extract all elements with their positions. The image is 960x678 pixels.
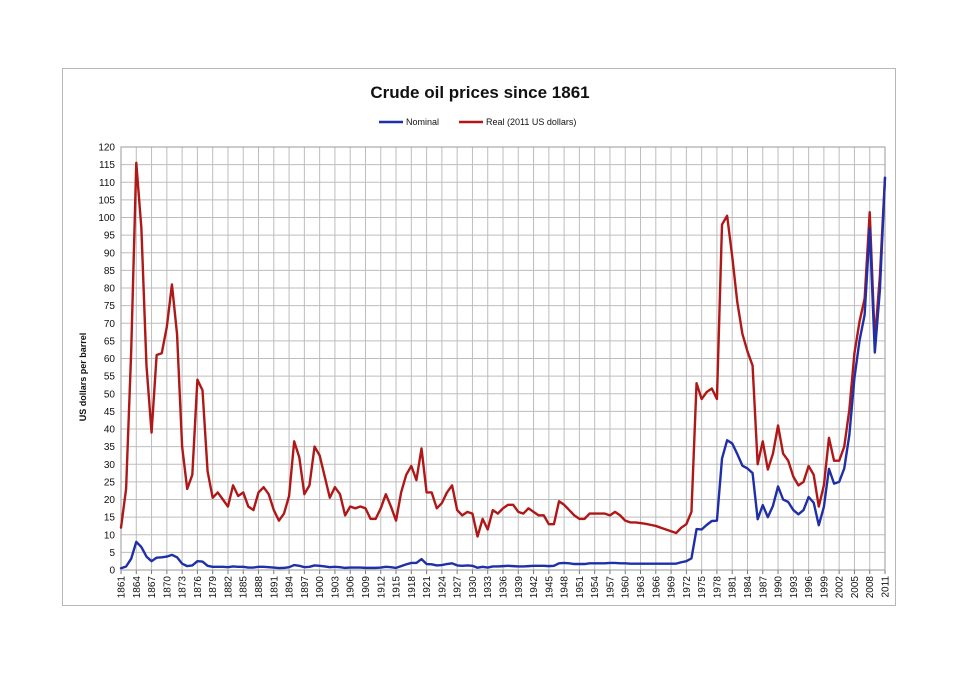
y-tick-label: 85 <box>104 266 116 277</box>
x-tick-label: 1924 <box>437 576 448 599</box>
x-tick-label: 1864 <box>132 576 143 599</box>
x-tick-label: 1870 <box>162 576 173 599</box>
y-tick-label: 80 <box>104 284 116 295</box>
x-tick-label: 1972 <box>682 576 693 599</box>
legend-label-real: Real (2011 US dollars) <box>486 117 576 127</box>
y-tick-label: 95 <box>104 231 116 242</box>
x-tick-label: 2005 <box>850 576 861 599</box>
x-tick-label: 1909 <box>361 576 372 599</box>
y-tick-label: 105 <box>98 195 115 206</box>
x-tick-label: 1969 <box>667 576 678 599</box>
y-tick-label: 100 <box>98 213 115 224</box>
y-tick-label: 45 <box>104 407 116 418</box>
x-tick-label: 1984 <box>743 576 754 599</box>
x-tick-label: 1957 <box>605 576 616 599</box>
y-tick-label: 115 <box>99 160 115 171</box>
plot-area <box>120 146 886 571</box>
y-tick-label: 65 <box>104 336 116 347</box>
y-tick-label: 120 <box>98 143 115 154</box>
x-tick-label: 1987 <box>758 576 769 599</box>
x-tick-label: 1996 <box>804 576 815 599</box>
line-chart: Crude oil prices since 1861 Nominal Real… <box>78 83 892 598</box>
x-tick-label: 1993 <box>789 576 800 599</box>
series-lines <box>119 161 887 570</box>
legend: Nominal Real (2011 US dollars) <box>379 117 576 127</box>
x-tick-label: 1966 <box>651 576 662 599</box>
plot-border <box>120 146 886 571</box>
x-tick-label: 1951 <box>575 576 586 599</box>
legend-label-nominal: Nominal <box>406 117 439 127</box>
y-tick-label: 0 <box>109 566 115 577</box>
x-tick-label: 1888 <box>254 576 265 599</box>
y-tick-label: 40 <box>104 425 116 436</box>
x-tick-label: 1954 <box>590 576 601 599</box>
x-tick-label: 1882 <box>223 576 234 599</box>
y-tick-label: 35 <box>104 442 116 453</box>
y-tick-label: 20 <box>104 495 116 506</box>
x-tick-label: 1915 <box>392 576 403 599</box>
chart-title: Crude oil prices since 1861 <box>370 83 589 102</box>
x-tick-label: 1963 <box>636 576 647 599</box>
gridlines <box>120 146 886 571</box>
x-tick-label: 1900 <box>315 576 326 599</box>
x-tick-label: 1867 <box>147 576 158 599</box>
x-tick-label: 1873 <box>178 576 189 599</box>
x-tick-label: 1981 <box>728 576 739 599</box>
y-tick-label: 75 <box>104 301 116 312</box>
x-tick-label: 1933 <box>483 576 494 599</box>
y-tick-label: 55 <box>104 372 116 383</box>
y-tick-label: 70 <box>104 319 116 330</box>
x-tick-label: 1879 <box>208 576 219 599</box>
x-tick-label: 1942 <box>529 576 540 599</box>
x-tick-label: 1903 <box>330 576 341 599</box>
x-tick-label: 2002 <box>835 576 846 599</box>
x-tick-label: 1897 <box>300 576 311 599</box>
x-tick-label: 1936 <box>499 576 510 599</box>
x-tick-label: 1885 <box>239 576 250 599</box>
y-axis-ticks: 0 5 10 15 20 25 30 35 40 45 50 55 60 65 70 75 80 85 90 95 10… <box>98 143 115 577</box>
y-tick-label: 25 <box>104 477 116 488</box>
y-tick-label: 10 <box>104 530 116 541</box>
y-tick-label: 110 <box>99 178 115 189</box>
y-tick-label: 15 <box>104 513 116 524</box>
x-tick-label: 1894 <box>285 576 296 599</box>
chart-frame: Crude oil prices since 1861 Nominal Real… <box>62 68 896 606</box>
x-tick-label: 1939 <box>514 576 525 599</box>
y-tick-label: 90 <box>104 248 116 259</box>
x-tick-label: 1906 <box>346 576 357 599</box>
x-tick-label: 1948 <box>560 576 571 599</box>
x-axis-ticks: 1861 1864 1867 1870 1873 1876 1879 1882 1885 1888… <box>117 570 892 598</box>
x-tick-label: 2008 <box>865 576 876 599</box>
x-tick-label: 1978 <box>712 576 723 599</box>
x-tick-label: 1975 <box>697 576 708 599</box>
x-tick-label: 1960 <box>621 576 632 599</box>
y-tick-label: 60 <box>104 354 116 365</box>
x-tick-label: 1945 <box>544 576 555 599</box>
y-axis-title: US dollars per barrel <box>78 333 88 422</box>
x-tick-label: 1876 <box>193 576 204 599</box>
x-tick-label: 1918 <box>407 576 418 599</box>
y-tick-label: 50 <box>104 389 116 400</box>
x-tick-label: 1891 <box>269 576 280 599</box>
series-line-real <box>119 161 887 538</box>
x-tick-label: 1921 <box>422 576 433 599</box>
x-tick-label: 1861 <box>117 576 128 599</box>
y-tick-label: 5 <box>109 548 115 559</box>
x-tick-label: 1927 <box>453 576 464 599</box>
y-tick-label: 30 <box>104 460 116 471</box>
x-tick-label: 1990 <box>774 576 785 599</box>
x-tick-label: 1912 <box>376 576 387 599</box>
x-tick-label: 1930 <box>468 576 479 599</box>
x-tick-label: 1999 <box>819 576 830 599</box>
series-line-nominal <box>119 176 887 570</box>
x-tick-label: 2011 <box>881 576 892 598</box>
